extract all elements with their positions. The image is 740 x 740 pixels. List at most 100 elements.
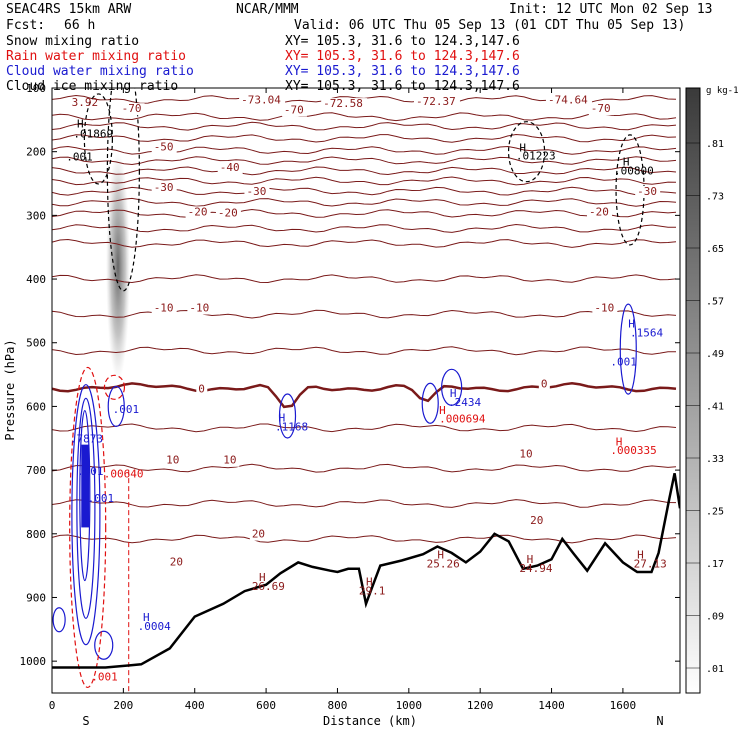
temperature-label: -40 <box>220 161 240 174</box>
colorbar-label: .49 <box>706 349 724 360</box>
center-title: NCAR/MMM <box>236 2 299 17</box>
label-bg <box>185 206 211 219</box>
label-bg <box>517 448 536 461</box>
temperature-label: -70 <box>284 103 304 116</box>
cloud-water-contour <box>278 393 297 439</box>
colorbar-label: .25 <box>706 507 724 518</box>
x-tick-label: 0 <box>49 699 56 712</box>
endpoint-left: S <box>82 714 89 728</box>
temperature-label: -30 <box>246 185 266 198</box>
label-bg <box>187 302 213 315</box>
label-bg <box>587 206 613 219</box>
x-tick-label: 200 <box>113 699 133 712</box>
field-name-rain: Rain water mixing ratio <box>6 49 187 64</box>
label-bg <box>221 454 240 467</box>
extrema-label: 3.92 <box>72 96 99 109</box>
temperature-label: -30 <box>637 185 657 198</box>
y-tick-label: 400 <box>26 273 46 286</box>
isotherm-20 <box>52 534 677 544</box>
temperature-label: -74.64 <box>548 93 588 106</box>
x-tick-label: 1600 <box>610 699 637 712</box>
y-tick-label: 700 <box>26 464 46 477</box>
temperature-label: -70 <box>591 102 611 115</box>
label-bg <box>244 185 270 198</box>
temperature-label: 20 <box>170 556 183 569</box>
y-tick-label: 100 <box>26 82 46 95</box>
temperature-label: -73.04 <box>241 93 281 106</box>
colorbar-label: .65 <box>706 244 724 255</box>
isotherm-intermediate <box>52 499 677 508</box>
label-bg <box>592 302 618 315</box>
colorbar-label: .41 <box>706 402 724 413</box>
extrema-label: .001 <box>113 403 140 416</box>
x-tick-label: 400 <box>185 699 205 712</box>
isotherm--20 <box>52 238 677 248</box>
temperature-label: -10 <box>154 302 174 315</box>
isotherm-0 <box>52 382 677 409</box>
endpoint-right: N <box>656 714 663 728</box>
extrema-label: .001 <box>91 670 118 683</box>
extrema-label: .1564 <box>630 326 663 339</box>
rain-contour <box>103 374 126 400</box>
y-tick-label: 500 <box>26 337 46 350</box>
x-tick-label: 600 <box>256 699 276 712</box>
extrema-label: 26.69 <box>252 580 285 593</box>
colorbar-label: .73 <box>706 192 724 203</box>
extrema-label: H <box>439 404 446 417</box>
isotherm-intermediate <box>52 197 677 207</box>
label-bg <box>151 302 177 315</box>
init-time: Init: 12 UTC Mon 02 Sep 13 <box>509 2 713 17</box>
cloud-water-contour <box>421 382 439 424</box>
label-bg <box>215 207 241 220</box>
temperature-label: -10 <box>594 302 614 315</box>
ice-contour <box>83 93 113 185</box>
temperature-label: -10 <box>189 302 209 315</box>
field-name-cloudice: Cloud ice mixing ratio <box>6 79 179 94</box>
isotherm-upper <box>52 112 677 122</box>
field-name-snow: Snow mixing ratio <box>6 34 140 49</box>
isotherm-10 <box>52 463 677 473</box>
extrema-label: H <box>279 412 286 425</box>
temperature-label: -20 <box>218 207 238 220</box>
extrema-label: .001 <box>88 492 115 505</box>
extrema-label: .01223 <box>516 149 556 162</box>
fcst-label: Fcst: <box>6 18 46 33</box>
cloud-water-contour <box>107 385 125 428</box>
cloud-water-contour <box>71 384 101 646</box>
temperature-label: 20 <box>530 514 543 527</box>
y-tick-label: 800 <box>26 528 46 541</box>
label-bg <box>281 104 307 117</box>
y-tick-label: 200 <box>26 146 46 159</box>
temperature-label: 10 <box>223 454 236 467</box>
label-bg <box>413 96 460 109</box>
label-bg <box>164 454 183 467</box>
temperature-label: -70 <box>122 102 142 115</box>
temperature-label: 10 <box>166 454 179 467</box>
label-bg <box>151 141 177 154</box>
y-tick-label: 1000 <box>20 655 47 668</box>
extrema-label: .01869 <box>73 128 113 141</box>
extrema-label: 27.13 <box>634 558 667 571</box>
cloud-water-contour <box>76 397 96 619</box>
temperature-label: 10 <box>519 447 532 460</box>
extrema-label: .7873 <box>70 433 103 446</box>
label-bg <box>119 103 145 116</box>
label-bg <box>239 94 286 107</box>
isotherm--30 <box>52 208 677 218</box>
isotherm-intermediate <box>52 423 677 433</box>
colorbar-label: .09 <box>706 612 724 623</box>
y-tick-label: 300 <box>26 209 46 222</box>
colorbar-label: .01 <box>706 664 724 675</box>
x-tick-label: 1400 <box>538 699 565 712</box>
y-tick-label: 900 <box>26 591 46 604</box>
temperature-label: 20 <box>252 528 265 541</box>
temperature-label: -20 <box>188 205 208 218</box>
temperature-label: -72.37 <box>416 95 456 108</box>
terrain-line <box>52 473 680 669</box>
model-title: SEAC4RS 15km ARW <box>6 2 132 17</box>
isotherm-intermediate <box>52 274 677 284</box>
isotherm-intermediate <box>52 346 676 356</box>
temperature-label: -72.58 <box>323 97 363 110</box>
extrema-label: 25.26 <box>427 558 460 571</box>
colorbar <box>685 87 701 694</box>
